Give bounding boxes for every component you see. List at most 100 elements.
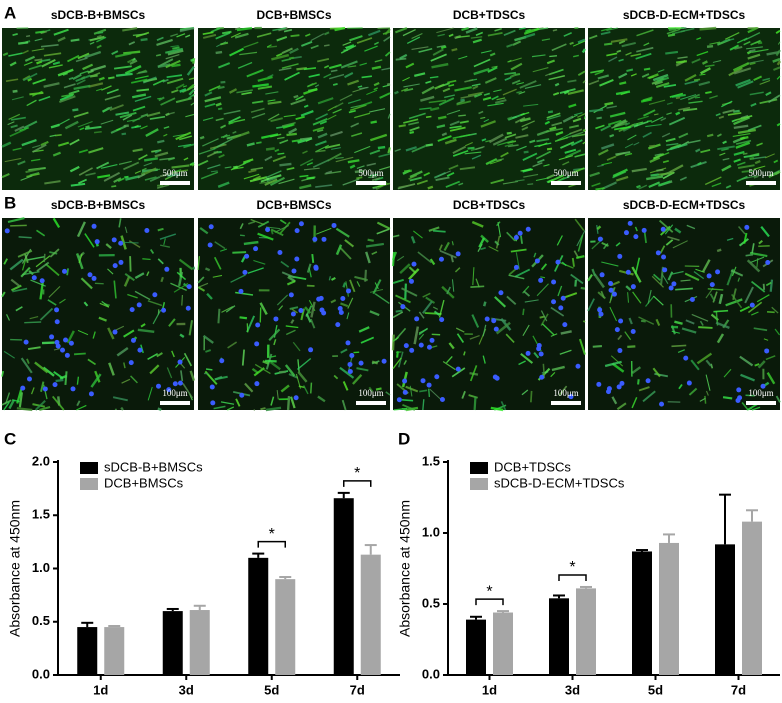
- nucleus: [403, 390, 408, 395]
- bar: [248, 558, 268, 675]
- nucleus: [765, 260, 770, 265]
- nucleus: [439, 317, 444, 322]
- fiber: [669, 29, 676, 30]
- bar: [361, 555, 381, 675]
- nucleus: [254, 381, 259, 386]
- fiber: [232, 252, 246, 253]
- fiber: [157, 141, 164, 143]
- fiber: [108, 77, 114, 78]
- fiber: [288, 396, 289, 410]
- fiber: [65, 371, 66, 385]
- fiber: [294, 96, 299, 97]
- nucleus: [156, 384, 161, 389]
- fiber: [279, 164, 291, 165]
- fiber: [676, 61, 687, 62]
- fiber: [55, 135, 62, 136]
- nucleus: [683, 356, 688, 361]
- fiber: [289, 58, 294, 59]
- fiber: [260, 408, 265, 409]
- fiber: [26, 36, 30, 37]
- nucleus: [346, 288, 351, 293]
- fiber: [218, 309, 219, 323]
- nucleus: [308, 347, 313, 352]
- micrograph: [2, 218, 194, 410]
- image-bg: [588, 218, 780, 410]
- fiber: [746, 255, 753, 256]
- nucleus: [661, 227, 666, 232]
- fiber: [470, 286, 484, 287]
- nucleus: [291, 311, 296, 316]
- nucleus: [656, 250, 661, 255]
- nucleus: [518, 231, 523, 236]
- fiber: [94, 132, 102, 133]
- fiber: [122, 134, 126, 135]
- bar: [632, 551, 652, 675]
- nucleus: [628, 221, 633, 226]
- fiber: [717, 250, 721, 251]
- fiber: [750, 158, 754, 159]
- micrograph: [2, 28, 194, 190]
- fiber: [28, 79, 32, 81]
- scale-label: 100μm: [162, 388, 187, 398]
- fiber: [619, 82, 626, 84]
- significance-label: *: [486, 583, 492, 600]
- nucleus: [737, 395, 742, 400]
- fiber: [300, 138, 312, 139]
- y-tick-label: 0.0: [32, 666, 50, 681]
- scale-bar: [160, 181, 190, 185]
- nucleus: [54, 307, 59, 312]
- nucleus: [750, 303, 755, 308]
- image-title: DCB+TDSCs: [453, 198, 526, 212]
- fiber: [596, 118, 601, 119]
- nucleus: [340, 296, 345, 301]
- fiber: [404, 171, 412, 172]
- fiber: [426, 116, 431, 117]
- fiber: [124, 177, 128, 178]
- fiber: [35, 32, 44, 33]
- nucleus: [164, 267, 169, 272]
- image-bg: [198, 28, 390, 190]
- fiber: [13, 91, 18, 92]
- fiber: [240, 235, 245, 236]
- fiber: [291, 35, 300, 36]
- nucleus: [662, 267, 667, 272]
- nucleus: [631, 329, 636, 334]
- nucleus: [659, 402, 664, 407]
- fiber: [573, 258, 574, 267]
- nucleus: [339, 310, 344, 315]
- bar: [77, 627, 97, 675]
- nucleus: [69, 341, 74, 346]
- fiber: [584, 129, 585, 131]
- y-tick-label: 0.0: [422, 666, 440, 681]
- fiber: [705, 396, 706, 404]
- micrograph: [588, 218, 780, 410]
- nucleus: [294, 395, 299, 400]
- fiber: [700, 28, 717, 29]
- fiber: [124, 126, 129, 127]
- bar: [659, 543, 679, 675]
- nucleus: [186, 306, 191, 311]
- image-title: sDCB-B+BMSCs: [51, 8, 146, 22]
- fiber: [698, 327, 712, 328]
- nucleus: [244, 254, 249, 259]
- fiber: [19, 237, 32, 238]
- nucleus: [551, 280, 556, 285]
- nucleus: [491, 318, 496, 323]
- fiber: [378, 147, 385, 148]
- nucleus: [242, 270, 247, 275]
- nucleus: [710, 282, 715, 287]
- nucleus: [402, 379, 407, 384]
- fiber: [707, 135, 713, 137]
- significance-label: *: [569, 559, 575, 576]
- nucleus: [619, 381, 624, 386]
- nucleus: [535, 258, 540, 263]
- nucleus: [397, 397, 402, 402]
- micrograph: [393, 218, 585, 410]
- image-title: DCB+BMSCs: [256, 198, 331, 212]
- nucleus: [409, 279, 414, 284]
- fiber: [452, 49, 458, 50]
- fiber: [300, 176, 309, 177]
- scale-label: 100μm: [553, 388, 578, 398]
- nucleus: [661, 255, 666, 260]
